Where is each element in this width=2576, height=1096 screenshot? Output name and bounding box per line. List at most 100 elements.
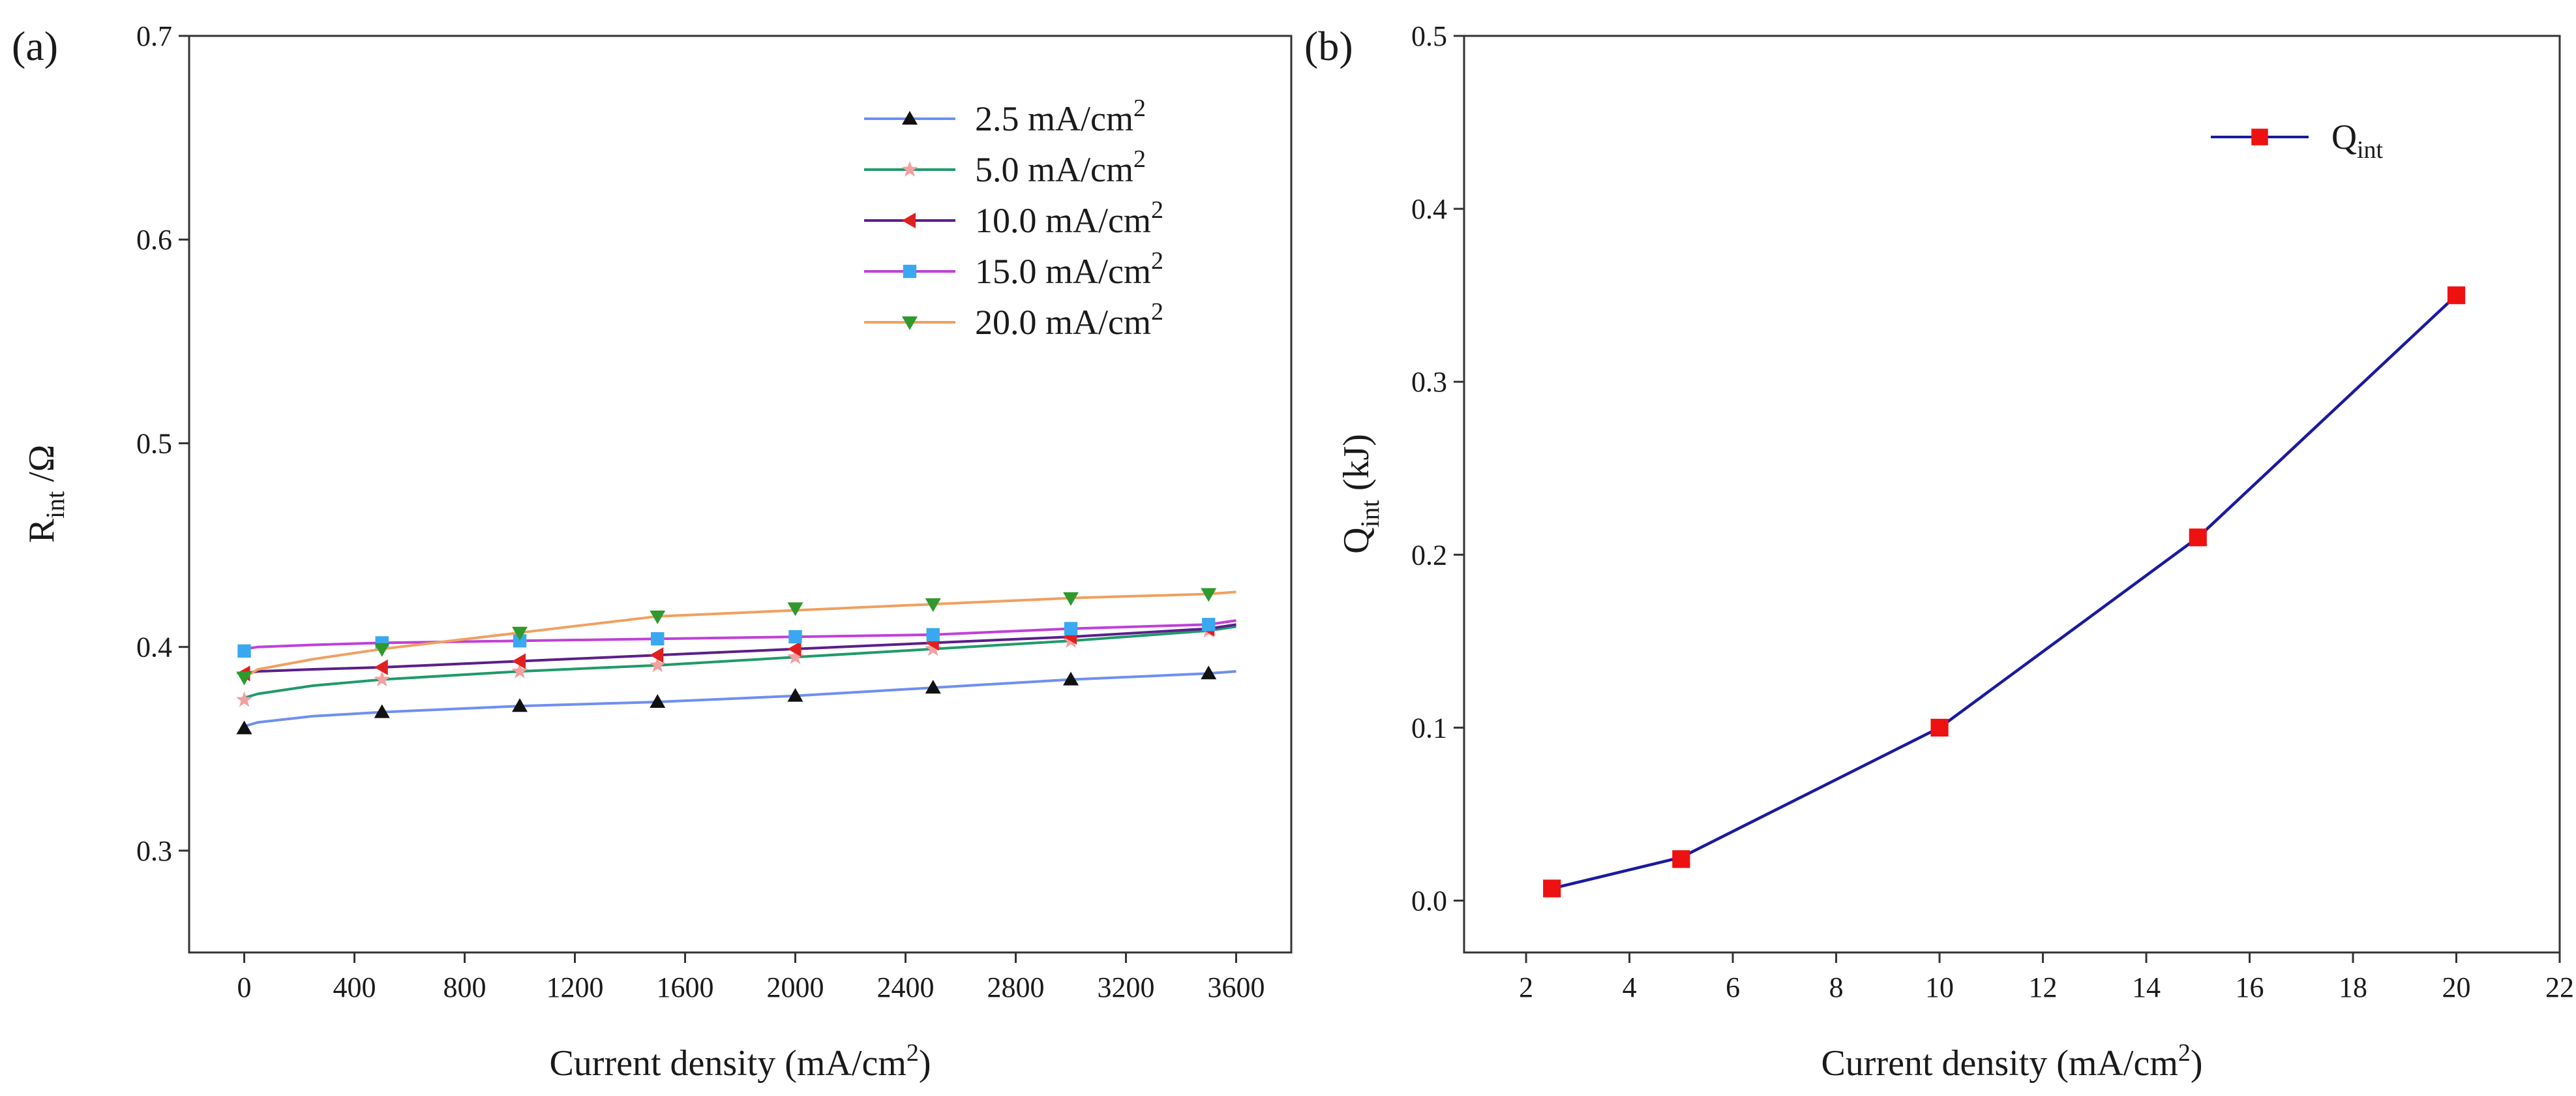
data-point [650,693,666,708]
data-point [926,628,940,642]
x-tick-label: 1600 [657,971,714,1003]
panel-a-y-axis-title: Rint /Ω [22,445,70,543]
data-point [512,698,528,712]
legend-item: 15.0 mA/cm2 [864,247,1163,291]
data-point [925,598,941,613]
legend-item: Qint [2211,117,2384,164]
panel-a-y-axis: 0.3 0.4 0.5 0.6 0.7 [136,20,189,867]
legend-label: 15.0 mA/cm2 [975,247,1163,291]
x-tick-label: 800 [443,971,487,1003]
data-point [236,720,252,735]
legend-marker [2251,129,2268,145]
data-point [2447,286,2466,305]
data-point [650,610,666,624]
x-tick-label: 14 [2132,971,2161,1003]
data-point [374,671,391,687]
data-point [1201,588,1217,602]
data-point [1543,879,1561,898]
x-tick-label: 4 [1623,971,1637,1003]
x-tick-label: 2 [1519,971,1533,1003]
data-point [236,671,252,686]
data-point [925,680,941,694]
legend-marker [902,316,918,330]
panel-a-rint-chart: (a) 0.3 0.4 0.5 0.6 0.7 0 400 800 1200 1600 2000 2… [12,20,1293,1084]
data-point [787,688,803,702]
data-point [788,630,802,644]
x-tick-label: 12 [2029,971,2058,1003]
panel-a-series [235,588,1236,735]
legend-item: 10.0 mA/cm2 [864,196,1163,240]
data-point [787,641,801,657]
legend-marker [902,111,918,125]
x-tick-label: 10 [1925,971,1954,1003]
panel-a-plot-frame [188,35,1293,954]
y-tick-label: 0.4 [1411,193,1447,225]
legend-label: 10.0 mA/cm2 [975,196,1163,240]
legend-label: Qint [2331,117,2384,164]
legend-marker [902,213,916,228]
data-point [2189,528,2207,547]
panel-b-label: (b) [1304,23,1353,69]
y-tick-label: 0.3 [136,835,172,867]
panel-a-label: (a) [12,23,58,69]
data-point [651,632,665,646]
legend-label: 5.0 mA/cm2 [975,145,1146,189]
panel-b-series [1543,286,2466,898]
x-tick-label: 3600 [1208,971,1265,1003]
x-tick-label: 16 [2236,971,2264,1003]
data-point [513,634,527,648]
panel-b-qint-chart: (b) 0.00.10.20.30.40.5 2 4 6 8 10 12 14 16 18 20 2… [1304,20,2574,1084]
x-tick-label: 400 [333,971,376,1003]
panel-a-legend: 2.5 mA/cm2 5.0 mA/cm2 10.0 mA/cm2 15.0 mA/c… [864,95,1163,342]
data-point [1064,622,1078,635]
y-tick-label: 0.4 [136,632,172,663]
data-point [237,644,251,658]
x-tick-label: 2000 [767,971,824,1003]
panel-b-y-axis: 0.0 0.1 0.2 0.3 0.4 0.5 [1411,20,1464,917]
x-tick-label: 2400 [877,971,935,1003]
panel-b-y-axis-title: Qint (kJ) [1336,434,1385,554]
data-point [1672,850,1690,868]
x-tick-label: 3200 [1098,971,1155,1003]
data-point [1063,671,1079,686]
x-tick-label: 20 [2442,971,2471,1003]
panel-a-x-axis-title: Current density (mA/cm2) [549,1039,931,1084]
legend-label: 2.5 mA/cm2 [975,95,1146,138]
x-tick-label: 18 [2339,971,2367,1003]
x-tick-label: 6 [1726,971,1740,1003]
data-point [374,643,390,657]
legend-item: 20.0 mA/cm2 [864,298,1163,342]
y-tick-label: 0.2 [1411,539,1447,571]
x-tick-label: 22 [2545,971,2574,1003]
y-tick-label: 0.7 [136,20,172,52]
legend-item: 2.5 mA/cm2 [864,95,1146,138]
legend-item: 5.0 mA/cm2 [864,145,1146,189]
data-point [511,662,528,678]
legend-label: 20.0 mA/cm2 [975,298,1163,342]
data-point [512,626,528,641]
data-point [1201,665,1217,680]
series-line [1551,294,2458,890]
x-tick-label: 8 [1829,971,1844,1003]
x-tick-label: 2800 [987,971,1045,1003]
y-tick-label: 0.1 [1411,712,1447,744]
data-point [1063,592,1079,606]
panel-b-x-axis-title: Current density (mA/cm2) [1821,1039,2202,1084]
data-point [787,602,803,616]
data-point [650,647,664,663]
y-tick-label: 0.3 [1411,366,1447,398]
data-point [512,653,526,669]
y-tick-label: 0.5 [1411,20,1447,52]
legend-marker [903,264,917,279]
panel-b-x-axis: 2 4 6 8 10 12 14 16 18 20 22 [1519,952,2574,1003]
y-tick-label: 0.0 [1411,885,1447,917]
data-point [1202,618,1216,632]
y-tick-label: 0.5 [136,427,172,459]
data-point [786,648,804,664]
data-point [235,691,253,707]
data-point [649,656,666,673]
panel-a-x-axis: 0 400 800 1200 1600 2000 2400 2800 3200 3600 [237,952,1265,1003]
data-point [925,640,942,656]
data-point [374,704,390,718]
